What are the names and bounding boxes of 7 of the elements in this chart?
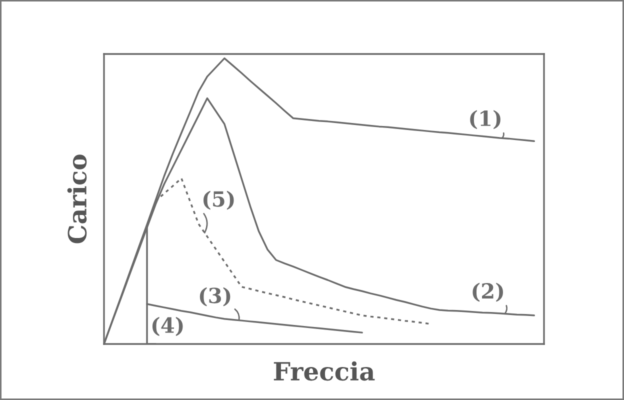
series-label: (2) <box>472 282 503 302</box>
series-label: (5) <box>204 190 234 210</box>
series-label: (3) <box>200 287 230 306</box>
series-label: (4) <box>152 316 183 336</box>
series-label: (1) <box>470 110 500 130</box>
x-axis-title: Freccia <box>274 361 375 381</box>
y-axis-title: Carico <box>67 154 87 244</box>
